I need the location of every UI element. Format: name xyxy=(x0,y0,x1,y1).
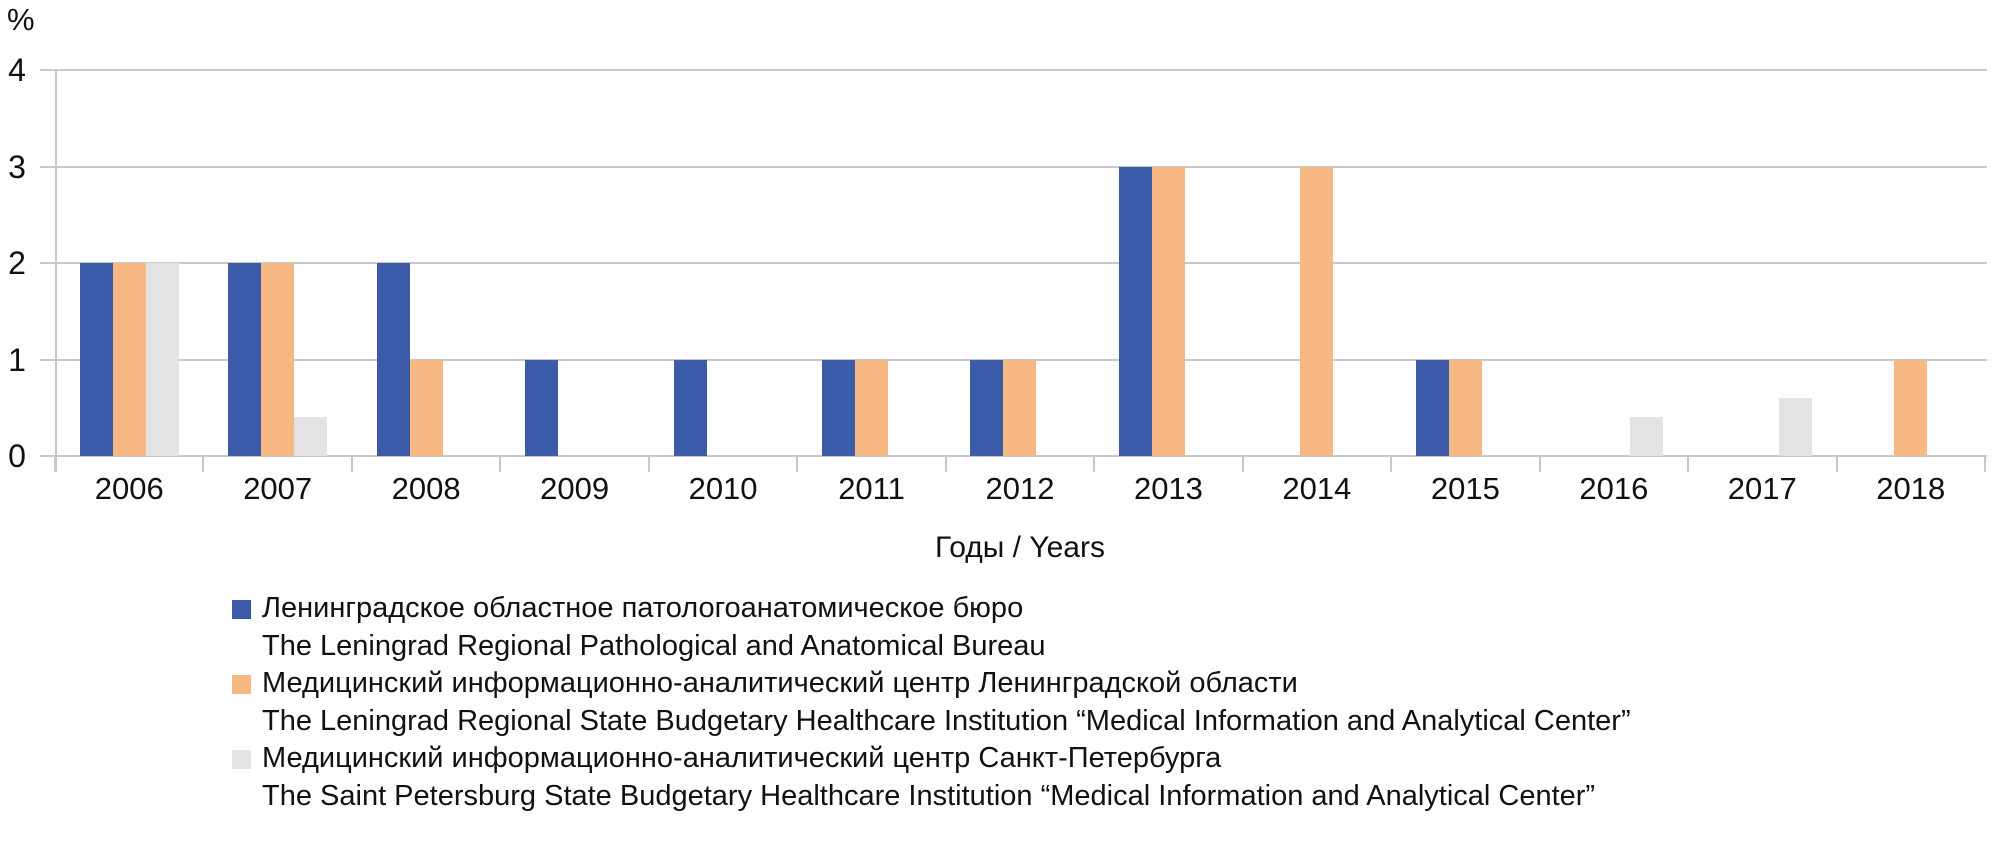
bar-2011-leningrad-pathological-bureau xyxy=(822,359,856,456)
x-axis-tick-label-2009: 2009 xyxy=(540,471,610,506)
x-axis-boundary-tick-11 xyxy=(1687,456,1690,472)
legend-text-spb-miac: Медицинский информационно-аналитический … xyxy=(262,740,1595,815)
bar-2016-spb-miac xyxy=(1630,417,1664,456)
x-axis-tick-label-2013: 2013 xyxy=(1133,471,1203,506)
y-axis-tick-label-2: 2 xyxy=(8,245,26,281)
gridline-2 xyxy=(40,262,1987,264)
bar-2015-leningrad-pathological-bureau xyxy=(1415,359,1449,456)
bar-2007-leningrad-pathological-bureau xyxy=(228,263,262,456)
legend-swatch-leningrad-pathological-bureau xyxy=(232,600,251,619)
x-axis-tick-label-2008: 2008 xyxy=(391,471,461,506)
plot-area: 0 1 2 3 4 2006 2007 2008 2009 2010 2011 2012 2013 201… xyxy=(8,54,1987,506)
category-group-2013 xyxy=(1094,70,1242,456)
legend-label-en-leningrad-pathological-bureau: The Leningrad Regional Pathological and … xyxy=(262,629,1046,662)
x-axis-boundary-tick-8 xyxy=(1241,456,1244,472)
category-group-2011 xyxy=(797,70,945,456)
x-axis-tick-label-2011: 2011 xyxy=(838,471,905,506)
y-axis-unit-label: % xyxy=(7,2,35,37)
bar-2013-leningrad-pathological-bureau xyxy=(1118,166,1152,456)
y-axis-tick-label-4: 4 xyxy=(8,52,26,88)
bar-2008-leningrad-pathological-bureau xyxy=(376,263,410,456)
bar-2010-leningrad-pathological-bureau xyxy=(673,359,707,456)
legend-label-ru-spb-miac: Медицинский информационно-аналитический … xyxy=(262,742,1222,774)
x-axis-boundary-tick-3 xyxy=(499,456,502,472)
legend-entry-leningrad-miac: Медицинский информационно-аналитический … xyxy=(232,665,1631,740)
legend-label-ru-leningrad-miac: Медицинский информационно-аналитический … xyxy=(262,667,1298,699)
x-axis-tick-label-2006: 2006 xyxy=(94,471,164,506)
bar-2017-spb-miac xyxy=(1778,398,1812,456)
x-axis-tick-label-2017: 2017 xyxy=(1727,471,1797,506)
bar-2007-spb-miac xyxy=(294,417,328,456)
legend-text-leningrad-pathological-bureau: Ленинградское областное патологоанатомич… xyxy=(262,590,1046,665)
bar-2006-spb-miac xyxy=(145,263,179,456)
y-axis-tick-label-0: 0 xyxy=(8,438,26,474)
bar-2006-leningrad-miac xyxy=(112,263,146,456)
bar-2015-leningrad-miac xyxy=(1448,359,1482,456)
legend-label-en-spb-miac: The Saint Petersburg State Budgetary Hea… xyxy=(262,779,1596,812)
gridline-0 xyxy=(40,455,1987,457)
x-axis-tick-label-2015: 2015 xyxy=(1430,471,1500,506)
x-axis-boundary-tick-0 xyxy=(54,456,56,472)
x-axis-boundary-tick-6 xyxy=(944,456,947,472)
bar-2012-leningrad-miac xyxy=(1003,359,1037,456)
bar-2018-leningrad-miac xyxy=(1894,359,1928,456)
legend-entry-leningrad-pathological-bureau: Ленинградское областное патологоанатомич… xyxy=(232,590,1631,665)
bar-2009-leningrad-pathological-bureau xyxy=(525,359,559,456)
legend-swatch-spb-miac xyxy=(232,750,251,769)
x-axis-boundary-tick-12 xyxy=(1835,456,1838,472)
x-axis-boundary-tick-7 xyxy=(1093,456,1096,472)
gridline-4 xyxy=(40,69,1987,71)
category-group-2006 xyxy=(55,70,203,456)
category-group-2018 xyxy=(1837,70,1985,456)
bar-2012-leningrad-pathological-bureau xyxy=(970,359,1004,456)
y-axis-tick-label-3: 3 xyxy=(8,148,26,185)
x-axis-boundary-tick-9 xyxy=(1390,456,1393,472)
y-axis-tick-label-1: 1 xyxy=(8,341,26,378)
category-group-2015 xyxy=(1391,70,1539,456)
legend-text-leningrad-miac: Медицинский информационно-аналитический … xyxy=(262,665,1631,740)
category-group-2016 xyxy=(1540,70,1688,456)
x-axis-tick-label-2014: 2014 xyxy=(1282,471,1352,506)
x-axis-title: Годы / Years xyxy=(935,531,1105,564)
legend-label-en-leningrad-miac: The Leningrad Regional State Budgetary H… xyxy=(262,704,1631,737)
x-axis-boundary-tick-4 xyxy=(647,456,650,472)
x-axis-boundary-tick-5 xyxy=(796,456,799,472)
legend-entry-spb-miac: Медицинский информационно-аналитический … xyxy=(232,740,1631,815)
bar-2011-leningrad-miac xyxy=(855,359,889,456)
x-axis-boundary-tick-13 xyxy=(1984,456,1986,472)
bar-2014-leningrad-miac xyxy=(1300,166,1334,456)
bar-2006-leningrad-pathological-bureau xyxy=(79,263,113,456)
x-axis-boundary-tick-10 xyxy=(1538,456,1541,472)
legend-swatch-leningrad-miac xyxy=(232,675,251,694)
x-axis-boundary-tick-1 xyxy=(202,456,205,472)
category-group-2010 xyxy=(649,70,797,456)
gridline-3 xyxy=(40,165,1987,168)
category-group-2007 xyxy=(203,70,351,456)
x-axis-tick-label-2016: 2016 xyxy=(1579,471,1649,506)
x-axis-boundary-tick-2 xyxy=(350,456,353,472)
bar-2007-leningrad-miac xyxy=(261,263,295,456)
x-axis-tick-label-2018: 2018 xyxy=(1876,471,1946,506)
x-axis-tick-label-2012: 2012 xyxy=(985,471,1055,506)
legend-label-ru-leningrad-pathological-bureau: Ленинградское областное патологоанатомич… xyxy=(262,592,1024,624)
y-axis-line xyxy=(55,70,57,472)
bar-2008-leningrad-miac xyxy=(409,359,443,456)
legend: Ленинградское областное патологоанатомич… xyxy=(232,590,1631,815)
category-group-2009 xyxy=(500,70,648,456)
category-group-2017 xyxy=(1688,70,1836,456)
category-group-2012 xyxy=(946,70,1094,456)
x-axis-tick-label-2007: 2007 xyxy=(243,471,313,506)
category-group-2014 xyxy=(1243,70,1391,456)
category-group-2008 xyxy=(352,70,500,456)
x-axis-tick-label-2010: 2010 xyxy=(688,471,758,506)
bar-2013-leningrad-miac xyxy=(1151,166,1185,456)
